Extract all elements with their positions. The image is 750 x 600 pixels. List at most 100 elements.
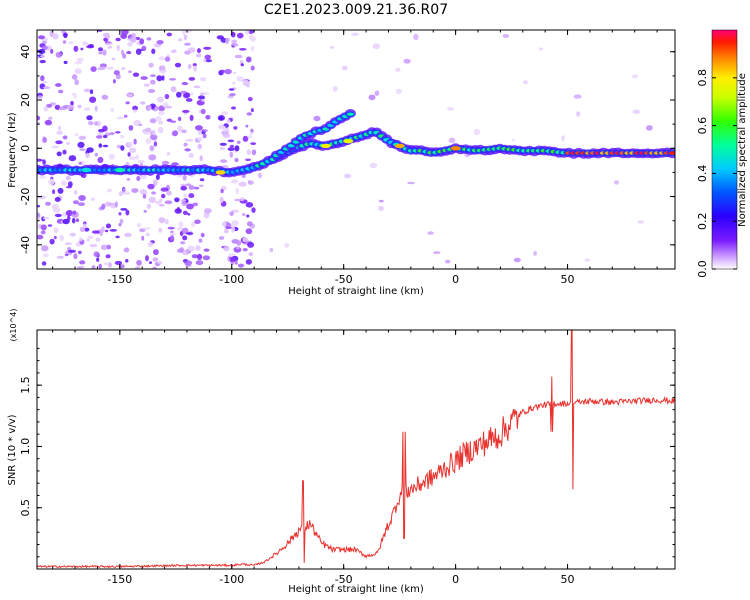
- heatmap-noise-cell: [46, 104, 53, 108]
- heatmap-noise-cell: [119, 218, 124, 224]
- colorbar-ticks: 0.0 0.2 0.4 0.6 0.8: [696, 69, 737, 278]
- heatmap-noise-cell: [164, 218, 169, 225]
- heatmap-noise-cell: [118, 223, 122, 227]
- heatmap-noise-cell: [203, 46, 212, 50]
- heatmap-noise-cell: [250, 65, 255, 71]
- heatmap-noise-cell: [115, 37, 121, 42]
- heatmap-noise-cell: [145, 127, 151, 132]
- heatmap-noise-cell: [237, 32, 244, 39]
- heatmap-noise-cell: [204, 54, 211, 60]
- heatmap-noise-cell: [82, 223, 87, 228]
- heatmap-noise-cell: [128, 125, 134, 131]
- heatmap-noise-cell: [199, 77, 207, 82]
- heatmap-noise-cell: [53, 227, 59, 234]
- heatmap-noise-cell: [184, 50, 191, 55]
- x-tick-label: 50: [561, 273, 575, 286]
- heatmap-noise-cell: [182, 174, 187, 181]
- heatmap-noise-cell: [202, 255, 211, 261]
- heatmap-noise-cell: [85, 152, 90, 159]
- heatmap-noise-cell: [154, 200, 162, 205]
- heatmap-noise-cell: [372, 43, 381, 50]
- heatmap-noise-cell: [150, 74, 156, 78]
- heatmap-noise-cell: [73, 253, 78, 260]
- snr-frame: [36, 329, 676, 570]
- heatmap-noise-cell: [573, 94, 582, 99]
- heatmap-noise-cell: [250, 142, 257, 146]
- heatmap-noise-cell: [141, 235, 145, 241]
- heatmap-noise-cell: [177, 116, 182, 121]
- y-tick-label: 0.5: [19, 499, 32, 517]
- heatmap-noise-cell: [149, 145, 155, 152]
- heatmap-noise-cell: [48, 178, 55, 185]
- heatmap-noise-cell: [403, 58, 411, 64]
- heatmap-noise-cell: [107, 262, 113, 268]
- snr-panel: -150 -100 -50 0 50 0.5 1.0 1.5 Height of straig…: [7, 309, 676, 595]
- heatmap-noise-cell: [55, 51, 63, 58]
- heatmap-noise-cell: [152, 257, 159, 262]
- heatmap-noise-cell: [219, 196, 224, 204]
- heatmap-noise-cell: [120, 145, 125, 151]
- heatmap-noise-cell: [413, 33, 419, 41]
- heatmap-hot-cell: [215, 170, 226, 175]
- heatmap-noise-cell: [120, 208, 128, 211]
- y-tick-label: -20: [19, 188, 32, 206]
- heatmap-noise-cell: [447, 107, 454, 111]
- heatmap-noise-cell: [237, 263, 245, 268]
- heatmap-hot-cell: [450, 146, 461, 151]
- heatmap-noise-cell: [93, 121, 99, 126]
- heatmap-noise-cell: [137, 160, 145, 163]
- heatmap-noise-cell: [123, 247, 130, 253]
- heatmap-noise-cell: [229, 151, 234, 158]
- heatmap-noise-cell: [131, 188, 139, 193]
- heatmap-noise-cell: [99, 63, 107, 68]
- heatmap-noise-cell: [90, 197, 95, 201]
- heatmap-noise-cell: [77, 104, 82, 109]
- heatmap-noise-cell: [247, 241, 255, 248]
- heatmap-noise-cell: [236, 246, 240, 250]
- heatmap-noise-cell: [89, 243, 98, 248]
- heatmap-noise-cell: [98, 263, 102, 269]
- heatmap-noise-cell: [136, 259, 142, 266]
- heatmap-noise-cell: [244, 30, 250, 35]
- heatmap-noise-cell: [40, 224, 47, 231]
- heatmap-noise-cell: [369, 162, 378, 169]
- heatmap-noise-cell: [79, 226, 86, 232]
- heatmap-noise-cell: [198, 136, 203, 142]
- heatmap-noise-cell: [220, 159, 228, 163]
- x-tick-label: -50: [335, 573, 353, 586]
- heatmap-noise-cell: [63, 32, 68, 39]
- heatmap-noise-cell: [74, 133, 79, 137]
- heatmap-noise-cell: [119, 134, 125, 139]
- heatmap-noise-cell: [38, 35, 45, 40]
- heatmap-noise-cell: [236, 240, 242, 246]
- heatmap-noise-cell: [104, 229, 109, 233]
- heatmap-noise-cell: [166, 151, 170, 156]
- heatmap-noise-cell: [155, 174, 160, 181]
- heatmap-noise-cell: [184, 42, 191, 46]
- heatmap-noise-cell: [249, 34, 254, 40]
- heatmap-noise-cell: [242, 248, 248, 252]
- heatmap-noise-cell: [145, 138, 152, 144]
- heatmap-noise-cell: [178, 38, 183, 42]
- heatmap-noise-cell: [148, 261, 153, 264]
- heatmap-noise-cell: [101, 94, 109, 100]
- heatmap-noise-cell: [38, 176, 46, 179]
- colorbar-tick-label: 0.8: [696, 69, 709, 87]
- heatmap-noise-cell: [98, 143, 103, 148]
- heatmap-noise-cell: [250, 45, 255, 52]
- heatmap-noise-cell: [159, 198, 163, 202]
- heatmap-noise-cell: [199, 178, 205, 182]
- heatmap-noise-cell: [182, 210, 188, 215]
- y-tick-label: 1.5: [19, 376, 32, 394]
- heatmap-noise-cell: [231, 209, 239, 213]
- heatmap-noise-cell: [74, 68, 82, 75]
- heatmap-noise-cell: [88, 121, 94, 126]
- heatmap-noise-cell: [187, 63, 192, 70]
- heatmap-noise-cell: [109, 229, 118, 232]
- heatmap-noise-cell: [149, 118, 157, 124]
- heatmap-noise-cell: [72, 210, 77, 215]
- heatmap-noise-cell: [224, 229, 229, 234]
- heatmap-noise-cell: [158, 217, 166, 224]
- heatmap-noise-cell: [241, 79, 249, 83]
- heatmap-noise-cell: [229, 258, 236, 262]
